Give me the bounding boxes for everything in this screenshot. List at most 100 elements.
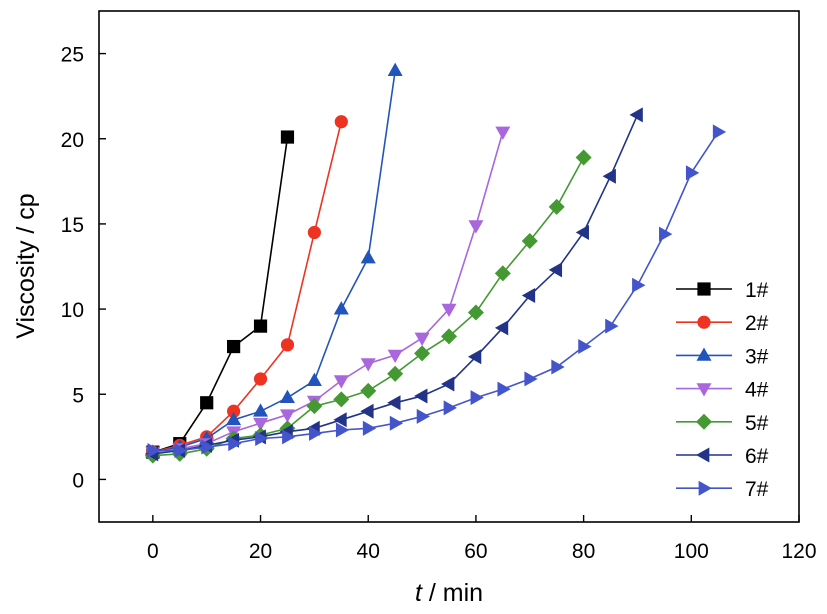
axis-ticks: 0 20 40 60 80 100 120 0 5 10 15 20 25: [61, 44, 817, 563]
data-point: [333, 412, 347, 428]
legend-label: 5#: [745, 412, 769, 435]
y-tick-label: 25: [61, 44, 84, 67]
data-point: [279, 389, 295, 404]
data-point: [306, 372, 322, 386]
legend-marker: [698, 480, 712, 496]
data-point: [387, 62, 403, 76]
data-point: [306, 398, 323, 415]
data-point: [362, 420, 377, 436]
data-point: [280, 338, 295, 352]
data-point: [712, 124, 727, 140]
data-point: [441, 376, 455, 392]
data-point: [521, 287, 536, 303]
legend-item: 5#: [676, 412, 769, 435]
data-point: [227, 339, 241, 354]
legend-marker: [695, 413, 713, 430]
data-point: [441, 303, 457, 318]
data-point: [147, 442, 161, 458]
legend-item: 4#: [676, 379, 769, 402]
data-point: [602, 168, 616, 184]
data-point: [174, 442, 188, 458]
data-point: [685, 165, 700, 181]
legend-marker: [696, 447, 710, 463]
data-point: [470, 390, 484, 406]
data-point: [335, 422, 350, 438]
x-tick-label: 20: [249, 540, 272, 563]
data-point: [414, 332, 430, 346]
legend-marker: [696, 347, 712, 361]
data-point: [387, 365, 404, 382]
series-1: [146, 130, 295, 459]
data-point: [228, 436, 242, 452]
legend-marker: [697, 315, 711, 329]
legend-item: 2#: [676, 312, 769, 335]
legend-label: 7#: [745, 478, 769, 501]
data-point: [387, 395, 401, 411]
x-axis-title: t / min: [415, 579, 483, 607]
data-point: [387, 349, 403, 364]
series-line: [152, 131, 719, 452]
legend-item: 6#: [676, 445, 769, 468]
legend-marker: [696, 383, 712, 397]
y-axis-title: Viscosity / cp: [12, 193, 40, 338]
data-point: [333, 301, 349, 315]
x-tick-label: 120: [781, 540, 816, 563]
data-point: [494, 265, 511, 282]
data-point: [548, 198, 565, 215]
x-tick-label: 40: [357, 540, 380, 563]
data-point: [440, 328, 458, 345]
series-7: [147, 124, 727, 458]
data-point: [659, 226, 673, 242]
legend-item: 3#: [676, 345, 769, 368]
data-point: [307, 225, 321, 240]
legend-label: 4#: [745, 379, 769, 402]
data-point: [575, 149, 592, 166]
series-6: [144, 107, 643, 462]
series-line: [152, 70, 396, 453]
legend-marker: [697, 282, 711, 296]
data-point: [629, 107, 643, 123]
data-point: [255, 431, 269, 447]
data-point: [333, 391, 350, 408]
data-point: [416, 408, 431, 424]
data-point: [282, 429, 296, 445]
data-point: [575, 224, 589, 240]
data-point: [226, 411, 242, 426]
data-point: [253, 403, 269, 417]
data-point: [443, 400, 457, 416]
y-tick-label: 5: [72, 384, 84, 407]
legend-item: 1#: [676, 279, 769, 302]
data-point: [548, 262, 563, 278]
data-point: [578, 339, 592, 355]
x-tick-label: 60: [464, 540, 487, 563]
legend-label: 3#: [745, 345, 769, 368]
data-point: [253, 417, 269, 432]
data-point: [467, 304, 484, 321]
data-point: [551, 359, 565, 375]
data-point: [360, 358, 376, 372]
series-line: [152, 136, 289, 453]
y-tick-label: 15: [61, 214, 84, 237]
data-point: [524, 371, 538, 387]
y-tick-label: 0: [72, 469, 84, 492]
x-tick-label: 0: [147, 540, 159, 563]
data-point: [360, 403, 374, 419]
data-point: [279, 409, 295, 423]
legend-label: 1#: [745, 279, 769, 302]
data-point: [200, 396, 214, 410]
data-point: [497, 381, 511, 397]
data-point: [389, 415, 404, 431]
legend-label: 2#: [745, 312, 769, 335]
data-point: [494, 320, 509, 336]
data-point: [414, 388, 428, 404]
data-point: [632, 277, 646, 293]
y-tick-label: 10: [61, 299, 84, 322]
series-layer: [144, 62, 727, 464]
data-point: [253, 319, 268, 333]
data-point: [467, 349, 482, 365]
data-point: [333, 375, 349, 389]
data-point: [414, 345, 431, 362]
data-point: [360, 250, 376, 264]
x-tick-label: 100: [674, 540, 709, 563]
